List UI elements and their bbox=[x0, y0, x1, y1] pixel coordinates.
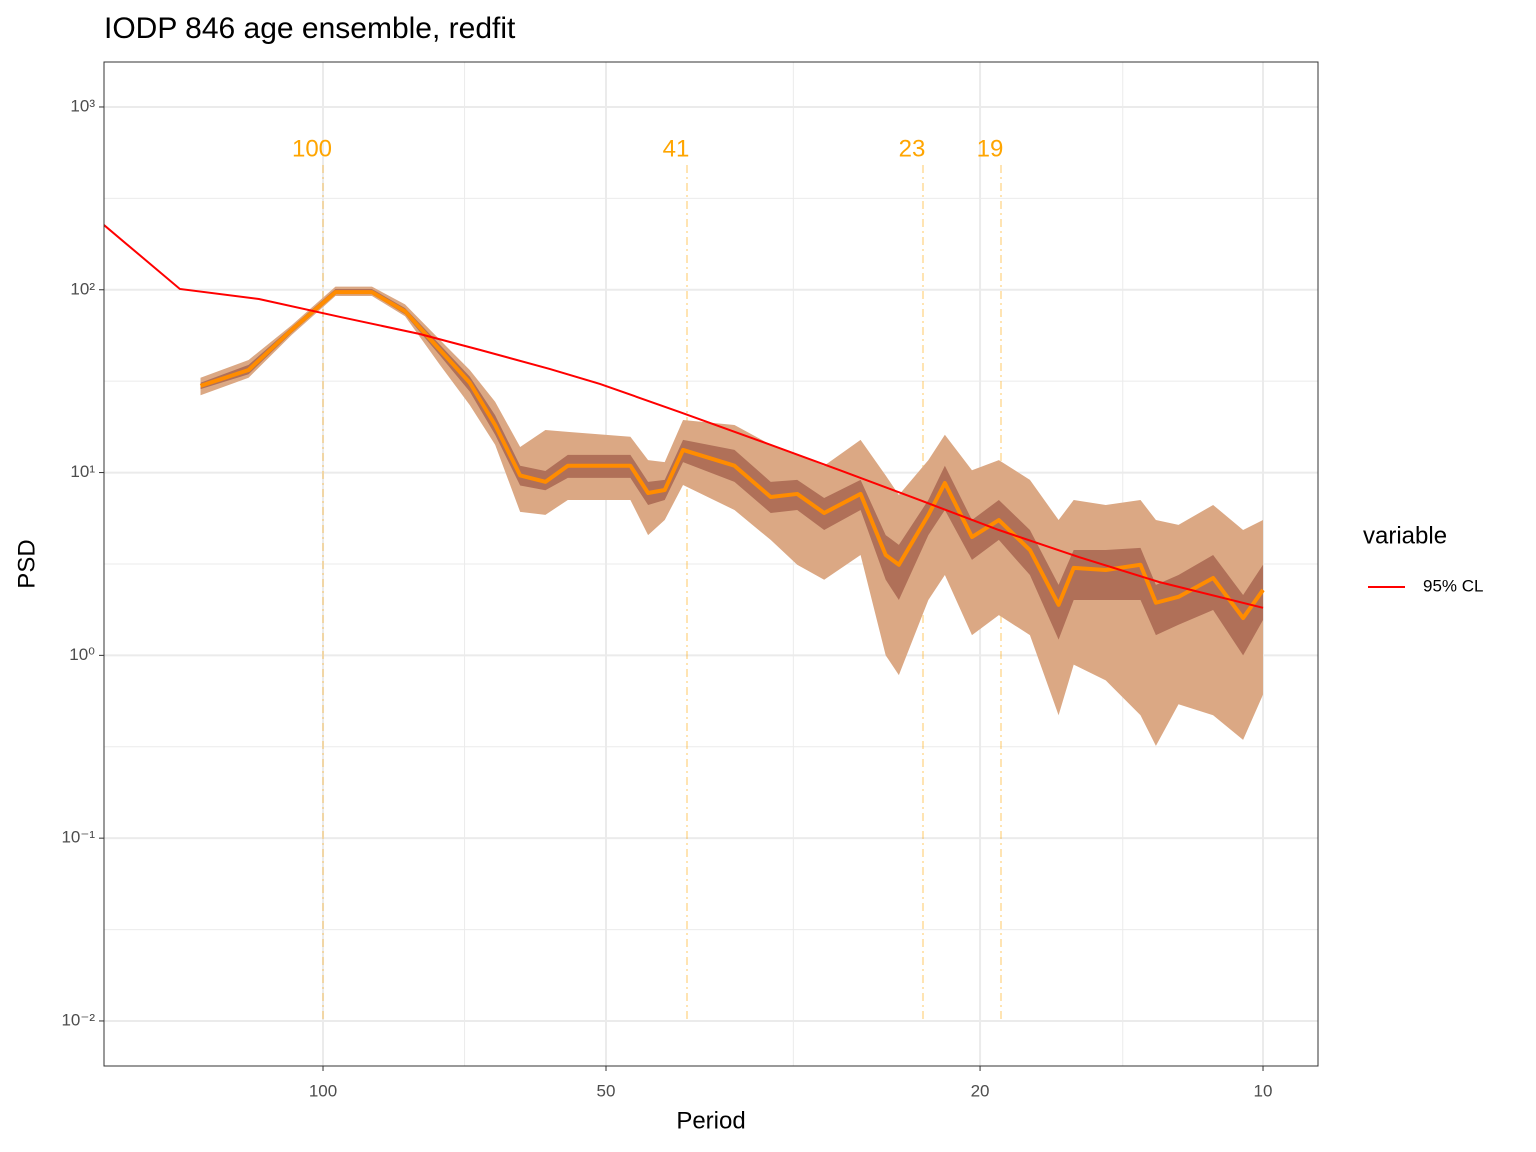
chart-title: IODP 846 age ensemble, redfit bbox=[104, 12, 516, 45]
x-axis-label: Period bbox=[676, 1107, 745, 1134]
legend-title: variable bbox=[1363, 522, 1447, 549]
period-marker-label: 100 bbox=[292, 135, 332, 162]
x-tick-label: 100 bbox=[309, 1081, 337, 1100]
x-tick-label: 20 bbox=[971, 1081, 990, 1100]
period-marker-label: 23 bbox=[899, 135, 926, 162]
y-tick-label: 10² bbox=[70, 279, 95, 298]
plot-border bbox=[103, 61, 1319, 1067]
y-tick-label: 10⁻² bbox=[61, 1010, 95, 1029]
y-tick-label: 10¹ bbox=[70, 462, 95, 481]
ensemble-median bbox=[199, 290, 1265, 621]
y-tick-label: 10⁻¹ bbox=[61, 828, 95, 847]
y-tick-label: 10⁰ bbox=[69, 645, 95, 664]
ensemble-band bbox=[200, 286, 1264, 746]
period-marker-label: 19 bbox=[977, 135, 1004, 162]
y-axis-label: PSD bbox=[13, 539, 40, 588]
series-line bbox=[104, 224, 1264, 609]
x-tick-label: 50 bbox=[597, 1081, 616, 1100]
period-marker-label: 41 bbox=[663, 135, 690, 162]
legend-label: 95% CL bbox=[1423, 576, 1483, 595]
y-tick-label: 10³ bbox=[70, 96, 95, 115]
x-tick-label: 10 bbox=[1254, 1081, 1273, 1100]
